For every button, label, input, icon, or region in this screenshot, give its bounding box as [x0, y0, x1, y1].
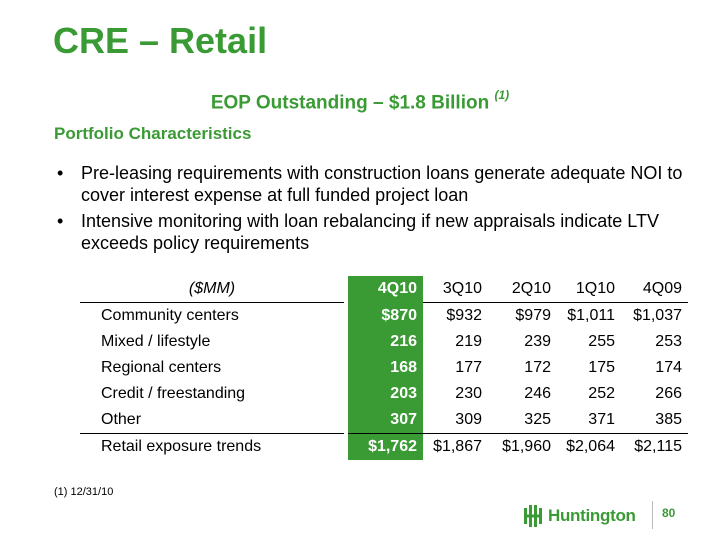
table-cell: 239: [524, 333, 551, 350]
row-label: Retail exposure trends: [80, 433, 346, 460]
bullet-icon: •: [57, 163, 64, 183]
table-cell: 216: [344, 329, 423, 355]
table-cell: 203: [344, 381, 423, 407]
table-cell: 230: [455, 385, 482, 402]
subtitle-text: EOP Outstanding – $1.8 Billion: [210, 92, 490, 114]
table-cell: $2,064: [557, 433, 621, 460]
table-cell: 172: [524, 359, 551, 376]
table-cell: 219: [455, 333, 482, 350]
page-number: 80: [662, 506, 676, 520]
huntington-logo-icon: [524, 505, 542, 527]
footer-divider: [652, 501, 653, 529]
bullet-item: • Intensive monitoring with loan rebalanc…: [55, 210, 685, 254]
table-cell: 252: [588, 385, 615, 402]
slide-subtitle: EOP Outstanding – $1.8 Billion (1): [0, 88, 720, 114]
table-total-row: Retail exposure trends $1,762 $1,867 $1,…: [80, 433, 688, 460]
table-row: Other 307 309 325 371 385: [80, 407, 688, 434]
row-label: Other: [101, 411, 142, 428]
row-label: Credit / freestanding: [101, 385, 246, 402]
table-row: Regional centers 168 177 172 175 174: [80, 355, 688, 381]
row-label: Mixed / lifestyle: [101, 333, 211, 350]
slide-title: CRE – Retail: [53, 20, 268, 61]
table-cell: $1,867: [423, 433, 488, 460]
section-heading: Portfolio Characteristics: [54, 124, 252, 143]
table-cell: 325: [524, 411, 551, 428]
huntington-logo: Huntington: [524, 503, 636, 529]
column-header: 4Q09: [621, 276, 688, 303]
table-cell: 168: [344, 355, 423, 381]
table-cell: 309: [455, 411, 482, 428]
table-cell: $1,762: [344, 433, 423, 460]
column-header: 1Q10: [557, 276, 621, 303]
table-cell: 246: [524, 385, 551, 402]
table-cell: $870: [344, 302, 423, 329]
table-cell: 307: [344, 407, 423, 434]
table-cell: 371: [588, 411, 615, 428]
column-header: 4Q10: [344, 276, 423, 303]
table-row: Community centers $870 $932 $979 $1,011 …: [80, 302, 688, 329]
bullet-icon: •: [57, 211, 64, 231]
table-cell: 174: [655, 359, 682, 376]
logo-text: Huntington: [548, 506, 636, 525]
retail-exposure-table: ($MM) 4Q10 3Q10 2Q10 1Q10 4Q09 Community…: [80, 276, 688, 460]
footnote: (1) 12/31/10: [54, 486, 114, 498]
table-cell: $979: [515, 307, 551, 324]
column-header: 2Q10: [488, 276, 557, 303]
table-cell: $1,011: [567, 307, 615, 324]
column-header: ($MM): [80, 276, 346, 303]
bullet-text: Pre-leasing requirements with constructi…: [81, 163, 683, 205]
table-cell: $932: [446, 307, 482, 324]
table-cell: 175: [588, 359, 615, 376]
table-cell: $1,960: [488, 433, 557, 460]
table-cell: 266: [655, 385, 682, 402]
column-header: 3Q10: [423, 276, 488, 303]
table-header-row: ($MM) 4Q10 3Q10 2Q10 1Q10 4Q09: [80, 276, 688, 303]
table-cell: 253: [655, 333, 682, 350]
table-cell: 385: [655, 411, 682, 428]
bullet-text: Intensive monitoring with loan rebalanci…: [81, 211, 659, 253]
row-label: Regional centers: [101, 359, 222, 376]
table-cell: 177: [455, 359, 482, 376]
table-row: Mixed / lifestyle 216 219 239 255 253: [80, 329, 688, 355]
subtitle-footnote-ref: (1): [494, 88, 510, 102]
table-cell: $2,115: [621, 433, 688, 460]
row-label: Community centers: [101, 307, 239, 324]
bullet-list: • Pre-leasing requirements with construct…: [55, 162, 685, 258]
bullet-item: • Pre-leasing requirements with construct…: [55, 162, 685, 206]
table-cell: $1,037: [633, 307, 682, 324]
table-row: Credit / freestanding 203 230 246 252 26…: [80, 381, 688, 407]
table-cell: 255: [588, 333, 615, 350]
